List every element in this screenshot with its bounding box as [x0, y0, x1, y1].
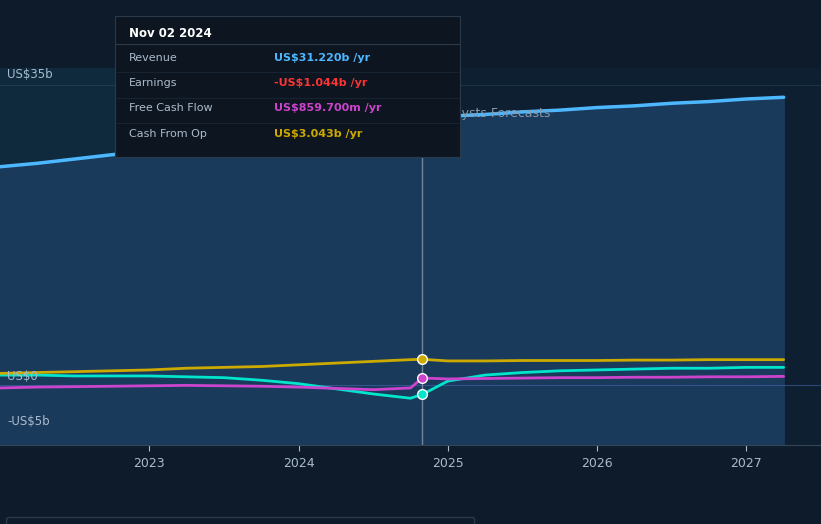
- Text: Analysts Forecasts: Analysts Forecasts: [434, 107, 551, 119]
- Text: -US$5b: -US$5b: [7, 415, 50, 428]
- Text: US$0: US$0: [7, 370, 39, 383]
- Text: Cash From Op: Cash From Op: [129, 129, 207, 139]
- Text: -US$1.044b /yr: -US$1.044b /yr: [273, 78, 367, 88]
- Text: US$859.700m /yr: US$859.700m /yr: [273, 103, 381, 113]
- Bar: [0, 68, 423, 445]
- Text: Past: Past: [380, 107, 410, 119]
- Text: US$31.220b /yr: US$31.220b /yr: [273, 52, 369, 62]
- Bar: [423, 68, 821, 445]
- Text: Earnings: Earnings: [129, 78, 177, 88]
- Text: Revenue: Revenue: [129, 52, 177, 62]
- Text: US$3.043b /yr: US$3.043b /yr: [273, 129, 362, 139]
- Text: US$35b: US$35b: [7, 68, 53, 81]
- Legend: Revenue, Earnings, Free Cash Flow, Cash From Op: Revenue, Earnings, Free Cash Flow, Cash …: [7, 517, 474, 524]
- Text: Nov 02 2024: Nov 02 2024: [129, 27, 212, 40]
- Text: Free Cash Flow: Free Cash Flow: [129, 103, 213, 113]
